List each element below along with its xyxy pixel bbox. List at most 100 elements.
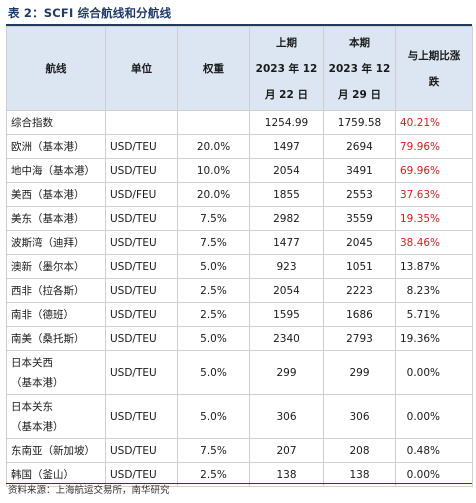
table-row: 欧洲（基本港） USD/TEU 20.0% 1497 2694 79.96% <box>6 134 473 159</box>
source-divider <box>6 483 472 484</box>
source-note: 资料来源：上海航运交易所，南华研究 <box>8 485 170 496</box>
header-current-l3: 月 29 日 <box>338 88 381 101</box>
current-value-cell: 138 <box>323 462 396 487</box>
scfi-table: 航线 单位 权重 上期 2023 年 12 月 22 日 本期 2023 年 1… <box>6 26 473 487</box>
change-cell: 37.63% <box>395 182 473 207</box>
unit-cell: USD/TEU <box>105 438 178 463</box>
unit-cell <box>105 110 178 135</box>
change-cell: 19.36% <box>395 326 473 351</box>
current-value-cell: 3491 <box>323 158 396 183</box>
table-row: 美东（基本港） USD/TEU 7.5% 2982 3559 19.35% <box>6 206 473 231</box>
previous-value-cell: 207 <box>249 438 324 463</box>
weight-cell: 5.0% <box>177 350 250 395</box>
header-change-l1: 与上期比涨 <box>407 49 461 62</box>
current-value-cell: 208 <box>323 438 396 463</box>
current-value-cell: 299 <box>323 350 396 395</box>
route-cell: 美西（基本港） <box>6 182 106 207</box>
change-cell: 69.96% <box>395 158 473 183</box>
previous-value-cell: 2054 <box>249 158 324 183</box>
table-row: 东南亚（新加坡） USD/TEU 7.5% 207 208 0.48% <box>6 438 473 463</box>
table-row: 日本关东 （基本港） USD/TEU 5.0% 306 306 0.00% <box>6 394 473 439</box>
current-value-cell: 2553 <box>323 182 396 207</box>
weight-cell: 2.5% <box>177 302 250 327</box>
header-current: 本期 2023 年 12 月 29 日 <box>323 26 396 111</box>
change-cell: 5.71% <box>395 302 473 327</box>
route-cell: 西非（拉各斯） <box>6 278 106 303</box>
unit-cell: USD/TEU <box>105 206 178 231</box>
weight-cell: 5.0% <box>177 326 250 351</box>
title-divider <box>6 24 472 26</box>
previous-value-cell: 2982 <box>249 206 324 231</box>
change-cell: 19.35% <box>395 206 473 231</box>
table-row: 西非（拉各斯） USD/TEU 2.5% 2054 2223 8.23% <box>6 278 473 303</box>
table-row: 地中海（基本港） USD/TEU 10.0% 2054 3491 69.96% <box>6 158 473 183</box>
table-row: 南美（桑托斯） USD/TEU 5.0% 2340 2793 19.36% <box>6 326 473 351</box>
weight-cell: 5.0% <box>177 394 250 439</box>
unit-cell: USD/TEU <box>105 230 178 255</box>
previous-value-cell: 2054 <box>249 278 324 303</box>
previous-value-cell: 138 <box>249 462 324 487</box>
route-cell: 综合指数 <box>6 110 106 135</box>
unit-cell: USD/TEU <box>105 254 178 279</box>
weight-cell: 7.5% <box>177 206 250 231</box>
previous-value-cell: 2340 <box>249 326 324 351</box>
weight-cell <box>177 110 250 135</box>
change-cell: 38.46% <box>395 230 473 255</box>
header-previous-l3: 月 22 日 <box>265 88 308 101</box>
current-value-cell: 1759.58 <box>323 110 396 135</box>
unit-cell: USD/TEU <box>105 278 178 303</box>
change-cell: 0.00% <box>395 350 473 395</box>
header-weight: 权重 <box>177 26 250 111</box>
weight-cell: 20.0% <box>177 182 250 207</box>
route-cell: 澳新（墨尔本） <box>6 254 106 279</box>
current-value-cell: 2045 <box>323 230 396 255</box>
header-current-l1: 本期 <box>349 36 370 49</box>
table-row: 南非（德班） USD/TEU 2.5% 1595 1686 5.71% <box>6 302 473 327</box>
route-line-1: 日本关东 <box>11 400 53 413</box>
header-change: 与上期比涨 跌 <box>395 26 473 111</box>
route-cell: 欧洲（基本港） <box>6 134 106 159</box>
table-row: 澳新（墨尔本） USD/TEU 5.0% 923 1051 13.87% <box>6 254 473 279</box>
current-value-cell: 3559 <box>323 206 396 231</box>
previous-value-cell: 923 <box>249 254 324 279</box>
change-cell: 40.21% <box>395 110 473 135</box>
change-cell: 8.23% <box>395 278 473 303</box>
previous-value-cell: 1855 <box>249 182 324 207</box>
table-row: 波斯湾（迪拜） USD/TEU 7.5% 1477 2045 38.46% <box>6 230 473 255</box>
route-line-2: （基本港） <box>11 420 64 433</box>
unit-cell: USD/TEU <box>105 326 178 351</box>
route-cell: 日本关东 （基本港） <box>6 394 106 439</box>
current-value-cell: 1686 <box>323 302 396 327</box>
route-cell: 南美（桑托斯） <box>6 326 106 351</box>
route-cell: 地中海（基本港） <box>6 158 106 183</box>
unit-cell: USD/TEU <box>105 394 178 439</box>
route-cell: 美东（基本港） <box>6 206 106 231</box>
header-previous-l1: 上期 <box>276 36 297 49</box>
unit-cell: USD/FEU <box>105 182 178 207</box>
table-row: 韩国（釜山） USD/TEU 2.5% 138 138 0.00% <box>6 462 473 487</box>
current-value-cell: 306 <box>323 394 396 439</box>
unit-cell: USD/TEU <box>105 462 178 487</box>
previous-value-cell: 306 <box>249 394 324 439</box>
table-row: 美西（基本港） USD/FEU 20.0% 1855 2553 37.63% <box>6 182 473 207</box>
route-cell: 日本关西 （基本港） <box>6 350 106 395</box>
unit-cell: USD/TEU <box>105 158 178 183</box>
header-current-l2: 2023 年 12 <box>328 62 391 75</box>
header-unit: 单位 <box>105 26 178 111</box>
weight-cell: 2.5% <box>177 278 250 303</box>
change-cell: 0.48% <box>395 438 473 463</box>
unit-cell: USD/TEU <box>105 134 178 159</box>
current-value-cell: 2694 <box>323 134 396 159</box>
table-row: 综合指数 1254.99 1759.58 40.21% <box>6 110 473 135</box>
route-line-2: （基本港） <box>11 376 64 389</box>
change-cell: 79.96% <box>395 134 473 159</box>
table-title: 表 2：SCFI 综合航线和分航线 <box>8 6 172 20</box>
change-cell: 13.87% <box>395 254 473 279</box>
header-previous: 上期 2023 年 12 月 22 日 <box>249 26 324 111</box>
weight-cell: 20.0% <box>177 134 250 159</box>
header-row: 航线 单位 权重 上期 2023 年 12 月 22 日 本期 2023 年 1… <box>6 26 473 111</box>
header-route: 航线 <box>6 26 106 111</box>
current-value-cell: 1051 <box>323 254 396 279</box>
header-change-l2: 跌 <box>428 75 440 88</box>
